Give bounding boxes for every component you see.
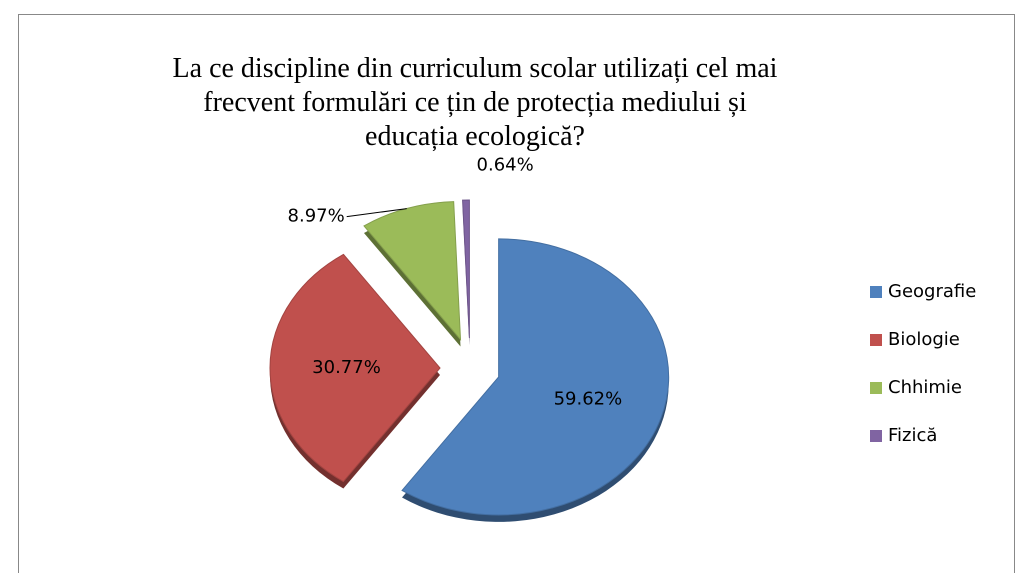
legend-swatch (870, 430, 882, 442)
data-label: 0.64% (477, 155, 534, 176)
legend-label: Fizică (888, 425, 937, 446)
slice (401, 238, 670, 516)
data-label: 30.77% (312, 357, 381, 378)
chart-title: La ce discipline din curriculum scolar u… (172, 53, 778, 152)
slice (462, 199, 470, 339)
legend-label: Biologie (888, 329, 960, 350)
leader-line (346, 208, 407, 218)
data-label: 8.97% (288, 206, 345, 227)
slice (363, 201, 462, 341)
legend-swatch (870, 286, 882, 298)
data-label: 59.62% (554, 389, 623, 410)
slice (269, 253, 441, 483)
chart-frame (18, 14, 1015, 573)
legend-swatch (870, 382, 882, 394)
legend-label: Chhimie (888, 377, 962, 398)
legend-label: Geografie (888, 281, 976, 302)
legend-swatch (870, 334, 882, 346)
